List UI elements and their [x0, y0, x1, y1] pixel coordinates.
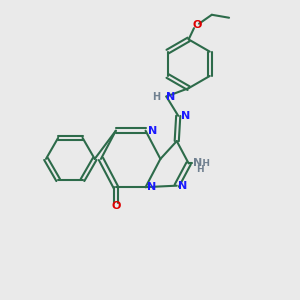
Text: N: N: [181, 111, 190, 121]
Text: N: N: [147, 182, 156, 192]
Text: H: H: [193, 159, 210, 168]
Text: N: N: [178, 181, 188, 191]
Text: N: N: [148, 126, 157, 136]
Text: N: N: [193, 158, 202, 168]
Text: H: H: [152, 92, 160, 101]
Text: O: O: [111, 201, 121, 211]
Text: H: H: [196, 165, 204, 174]
Text: O: O: [192, 20, 202, 30]
Text: N: N: [166, 92, 176, 101]
